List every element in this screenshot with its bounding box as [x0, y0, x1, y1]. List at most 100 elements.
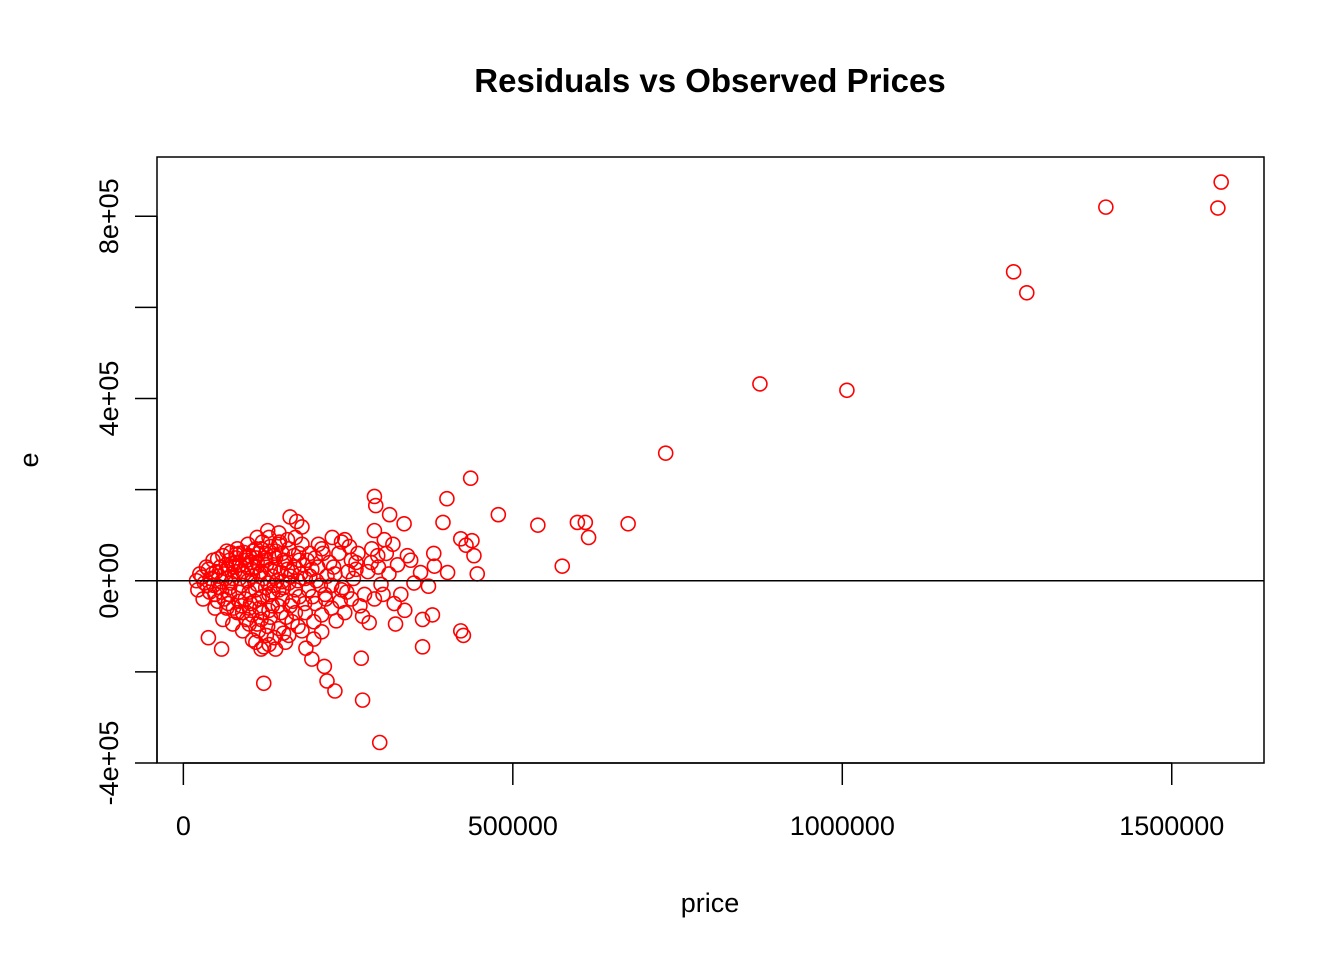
data-point	[248, 634, 264, 651]
data-point	[258, 556, 275, 573]
data-point	[219, 600, 235, 616]
data-point	[458, 537, 474, 554]
data-point	[249, 616, 265, 632]
data-point	[577, 514, 594, 531]
data-point	[217, 570, 234, 587]
data-point	[345, 570, 362, 587]
data-point	[378, 545, 395, 562]
data-point	[279, 531, 296, 548]
data-point	[366, 522, 383, 539]
y-tick-label: 8e+05	[94, 178, 124, 254]
x-axis-label: price	[681, 888, 740, 918]
data-point	[304, 588, 321, 605]
data-point	[343, 552, 360, 569]
data-point	[425, 545, 442, 562]
data-point	[356, 586, 373, 603]
data-point	[370, 559, 387, 575]
data-point	[393, 586, 409, 603]
data-point	[290, 618, 306, 635]
data-point	[490, 506, 507, 523]
data-point	[366, 591, 383, 607]
data-point	[348, 561, 364, 578]
y-axis-label: e	[14, 452, 44, 467]
data-point	[257, 550, 273, 566]
data-point	[325, 559, 342, 575]
data-point	[332, 593, 348, 610]
data-point	[232, 556, 248, 573]
data-point	[455, 627, 472, 644]
data-point	[554, 558, 571, 574]
data-point	[420, 578, 437, 595]
data-point	[414, 611, 431, 628]
data-point	[215, 611, 231, 628]
data-point	[266, 629, 283, 646]
x-tick-label: 1000000	[790, 811, 895, 841]
data-point	[224, 555, 240, 572]
data-point	[304, 651, 320, 667]
data-point	[333, 582, 350, 598]
data-point	[387, 616, 404, 632]
data-point	[752, 376, 768, 392]
data-point	[265, 584, 281, 600]
y-tick-label: 0e+00	[94, 543, 124, 619]
data-point	[424, 607, 441, 623]
data-point	[279, 561, 296, 578]
y-axis: -4e+05 0e+00 4e+05 8e+05	[94, 178, 158, 806]
data-point	[375, 586, 391, 603]
data-point	[249, 554, 265, 571]
data-point	[271, 534, 288, 550]
data-point	[469, 566, 486, 582]
data-point	[328, 613, 345, 629]
data-point	[291, 552, 308, 569]
data-point	[255, 639, 272, 655]
data-point	[298, 640, 314, 656]
data-point	[234, 563, 251, 580]
data-point	[406, 575, 422, 591]
y-tick-label: -4e+05	[94, 721, 124, 806]
plot-border	[156, 156, 1265, 764]
data-point	[310, 536, 327, 553]
data-point	[251, 600, 268, 616]
data-point	[327, 683, 343, 699]
data-point	[280, 627, 297, 644]
data-point	[331, 545, 347, 562]
data-point	[254, 588, 271, 605]
data-point	[371, 734, 388, 751]
data-point	[275, 552, 292, 569]
data-point	[213, 641, 230, 657]
data-point	[315, 545, 331, 562]
data-point	[396, 602, 413, 619]
data-points	[188, 174, 1229, 751]
data-point	[262, 609, 279, 625]
data-point	[386, 595, 403, 612]
data-point	[1210, 200, 1226, 216]
data-point	[396, 515, 412, 532]
data-point	[261, 602, 277, 619]
data-point	[360, 563, 376, 580]
data-point	[313, 623, 330, 640]
data-point	[367, 497, 384, 514]
x-tick-label: 500000	[468, 811, 558, 841]
data-point	[462, 470, 479, 487]
data-point	[426, 558, 443, 574]
data-point	[306, 631, 322, 647]
data-point	[278, 609, 294, 625]
data-point	[259, 575, 276, 591]
data-point	[250, 623, 267, 639]
data-point	[376, 531, 393, 548]
data-point	[439, 564, 456, 581]
x-axis: 0 500000 1000000 1500000	[176, 762, 1224, 841]
data-point	[297, 604, 314, 621]
data-point	[1213, 174, 1229, 190]
data-point	[385, 536, 401, 553]
x-tick-label: 1500000	[1119, 811, 1224, 841]
data-point	[333, 534, 350, 550]
data-point	[402, 552, 419, 569]
data-point	[399, 547, 416, 564]
data-point	[200, 629, 217, 646]
data-point	[209, 551, 226, 567]
data-point	[287, 529, 304, 546]
data-point	[657, 445, 674, 461]
data-point	[530, 517, 546, 533]
